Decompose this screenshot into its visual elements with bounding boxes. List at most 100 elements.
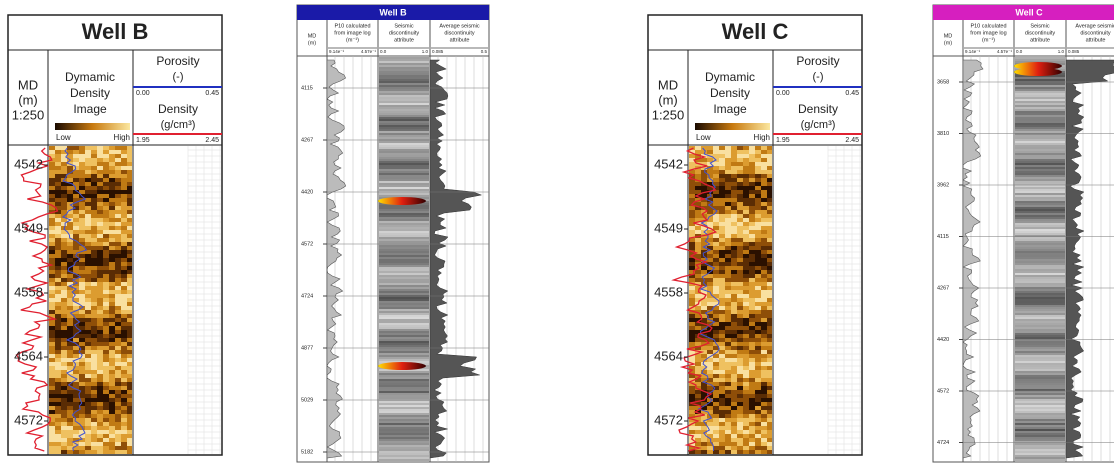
image-pixel bbox=[695, 366, 701, 370]
image-pixel bbox=[689, 230, 695, 234]
image-pixel bbox=[121, 310, 127, 314]
image-pixel bbox=[737, 430, 743, 434]
image-pixel bbox=[737, 322, 743, 326]
image-pixel bbox=[713, 154, 719, 158]
image-pixel bbox=[761, 338, 767, 342]
image-pixel bbox=[767, 202, 772, 206]
seismic-stripe bbox=[379, 251, 429, 253]
image-pixel bbox=[761, 430, 767, 434]
image-pixel bbox=[761, 198, 767, 202]
image-pixel bbox=[761, 322, 767, 326]
image-pixel bbox=[97, 274, 103, 278]
image-pixel bbox=[743, 222, 749, 226]
seismic-stripe bbox=[379, 77, 429, 79]
image-pixel bbox=[725, 218, 731, 222]
image-pixel bbox=[109, 282, 115, 286]
image-pixel bbox=[731, 450, 737, 454]
image-pixel bbox=[103, 286, 109, 290]
image-pixel bbox=[737, 390, 743, 394]
image-pixel bbox=[755, 190, 761, 194]
image-pixel bbox=[731, 394, 737, 398]
image-pixel bbox=[109, 258, 115, 262]
image-pixel bbox=[761, 318, 767, 322]
image-pixel bbox=[91, 406, 97, 410]
seismic-stripe bbox=[1015, 407, 1065, 409]
image-pixel bbox=[719, 386, 725, 390]
image-pixel bbox=[737, 354, 743, 358]
image-pixel bbox=[761, 166, 767, 170]
seismic-stripe bbox=[1015, 353, 1065, 355]
image-pixel bbox=[767, 254, 772, 258]
image-pixel bbox=[701, 438, 707, 442]
image-pixel bbox=[85, 302, 91, 306]
image-pixel bbox=[85, 154, 91, 158]
image-pixel bbox=[55, 286, 61, 290]
seismic-stripe bbox=[379, 309, 429, 311]
image-pixel bbox=[97, 150, 103, 154]
image-pixel bbox=[767, 358, 772, 362]
image-pixel bbox=[85, 446, 91, 450]
image-pixel bbox=[79, 218, 85, 222]
image-pixel bbox=[749, 278, 755, 282]
seismic-stripe bbox=[1015, 163, 1065, 165]
label: MD bbox=[18, 77, 38, 92]
image-pixel bbox=[695, 182, 701, 186]
seismic-stripe bbox=[1015, 241, 1065, 243]
image-pixel bbox=[97, 330, 103, 334]
image-pixel bbox=[49, 234, 55, 238]
image-pixel bbox=[79, 374, 85, 378]
image-pixel bbox=[737, 262, 743, 266]
image-pixel bbox=[55, 242, 61, 246]
image-pixel bbox=[103, 266, 109, 270]
image-pixel bbox=[713, 378, 719, 382]
image-pixel bbox=[121, 198, 127, 202]
image-pixel bbox=[85, 410, 91, 414]
label: 4267 bbox=[937, 285, 949, 291]
image-pixel bbox=[731, 302, 737, 306]
image-pixel bbox=[91, 146, 97, 150]
seismic-stripe bbox=[1015, 427, 1065, 429]
image-pixel bbox=[91, 266, 97, 270]
image-pixel bbox=[49, 194, 55, 198]
image-pixel bbox=[767, 190, 772, 194]
image-pixel bbox=[121, 242, 127, 246]
image-pixel bbox=[737, 306, 743, 310]
image-pixel bbox=[755, 318, 761, 322]
image-pixel bbox=[127, 390, 132, 394]
image-pixel bbox=[737, 186, 743, 190]
seismic-stripe bbox=[1015, 359, 1065, 361]
image-pixel bbox=[61, 250, 67, 254]
image-pixel bbox=[91, 318, 97, 322]
image-pixel bbox=[73, 266, 79, 270]
image-pixel bbox=[115, 158, 121, 162]
image-pixel bbox=[127, 170, 132, 174]
image-pixel bbox=[61, 242, 67, 246]
image-pixel bbox=[115, 166, 121, 170]
image-pixel bbox=[115, 178, 121, 182]
seismic-stripe bbox=[379, 401, 429, 403]
image-pixel bbox=[749, 158, 755, 162]
image-pixel bbox=[85, 174, 91, 178]
image-pixel bbox=[49, 258, 55, 262]
image-pixel bbox=[49, 230, 55, 234]
seismic-stripe bbox=[379, 153, 429, 155]
image-pixel bbox=[719, 398, 725, 402]
image-pixel bbox=[767, 286, 772, 290]
image-pixel bbox=[767, 306, 772, 310]
image-pixel bbox=[707, 170, 713, 174]
image-pixel bbox=[55, 278, 61, 282]
image-pixel bbox=[725, 378, 731, 382]
seismic-stripe bbox=[1015, 171, 1065, 173]
seismic-stripe bbox=[379, 345, 429, 347]
image-pixel bbox=[97, 202, 103, 206]
image-pixel bbox=[109, 214, 115, 218]
image-pixel bbox=[91, 170, 97, 174]
image-pixel bbox=[85, 298, 91, 302]
seismic-stripe bbox=[1015, 115, 1065, 117]
image-pixel bbox=[701, 446, 707, 450]
seismic-stripe bbox=[379, 447, 429, 449]
image-pixel bbox=[725, 174, 731, 178]
image-pixel bbox=[91, 422, 97, 426]
image-pixel bbox=[109, 442, 115, 446]
seismic-stripe bbox=[379, 75, 429, 77]
